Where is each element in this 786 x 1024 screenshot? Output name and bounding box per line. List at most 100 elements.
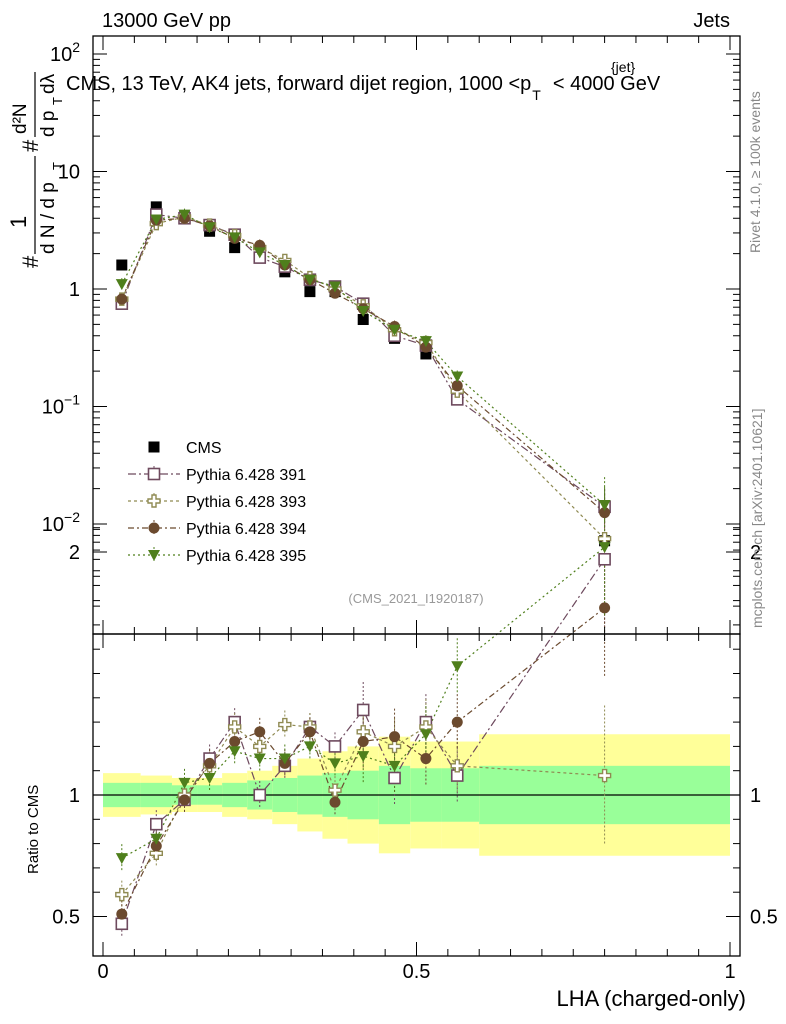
legend-marker — [148, 550, 160, 561]
marker-pythia-6-428-395 — [253, 247, 266, 259]
ratio-marker — [228, 746, 241, 758]
marker-cms — [229, 242, 241, 254]
marker-pythia-6-428-394 — [599, 507, 611, 519]
ratio-marker — [329, 796, 341, 808]
legend-label: Pythia 6.428 395 — [186, 548, 306, 565]
axis-ticks: 0 0.5 1 10−2 10−1 1 10 102 0.5 0.5 1 1 2 2 — [42, 36, 778, 983]
analysis-watermark: (CMS_2021_I1920187) — [348, 591, 483, 606]
ratio-y-tick-label: 1 — [69, 785, 80, 807]
ratio-marker — [116, 908, 128, 920]
ratio-marker — [389, 731, 401, 743]
ratio-marker — [115, 917, 129, 931]
marker-cms — [116, 259, 128, 271]
ratio-y-tick-label-right: 2 — [750, 542, 761, 564]
ratio-marker — [254, 726, 266, 738]
y-tick-label: 10−2 — [42, 509, 80, 536]
marker-pythia-6-428-394 — [329, 287, 341, 299]
y-tick-label: 10 — [58, 162, 80, 184]
ratio-marker — [597, 768, 612, 783]
ratio-marker — [278, 717, 292, 732]
legend: CMS Pythia 6.428 391 Pythia 6.428 393 Pythi… — [128, 440, 306, 565]
ratio-marker — [388, 771, 401, 785]
ratio-marker — [420, 753, 432, 765]
series-line-2 — [121, 216, 606, 540]
ratio-marker — [304, 726, 316, 738]
y-tick-label: 102 — [50, 39, 80, 66]
ratio-marker — [115, 853, 128, 865]
ratio-marker — [149, 846, 163, 861]
ratio-line-3 — [121, 607, 605, 915]
ratio-marker — [598, 542, 611, 554]
series-line-1 — [121, 213, 605, 508]
x-tick-label: 0 — [97, 961, 108, 983]
ratio-marker — [253, 753, 266, 765]
ratio-marker — [356, 725, 370, 739]
x-axis-label: LHA (charged-only) — [556, 986, 746, 1011]
x-tick-label: 0.5 — [403, 961, 431, 983]
ratio-y-tick-label-right: 1 — [750, 785, 761, 807]
x-tick-label: 1 — [724, 961, 735, 983]
marker-pythia-6-428-395 — [303, 274, 316, 286]
svg-text:T: T — [50, 162, 65, 170]
marker-cms — [304, 286, 316, 298]
marker-pythia-6-428-395 — [419, 336, 432, 348]
marker-pythia-6-428-395 — [178, 209, 191, 221]
legend-entry: Pythia 6.428 395 — [128, 547, 306, 565]
legend-label: Pythia 6.428 391 — [186, 467, 306, 484]
ratio-marker — [253, 788, 267, 802]
svg-text:d p: d p — [38, 111, 59, 137]
series-line-4 — [121, 213, 605, 506]
ratio-y-tick-label-right: 0.5 — [750, 907, 778, 929]
ratio-marker — [451, 661, 464, 673]
ratio-y-tick-label: 0.5 — [52, 907, 80, 929]
ratio-marker — [599, 602, 611, 614]
ratio-marker — [419, 729, 432, 741]
marker-pythia-6-428-394 — [451, 380, 463, 392]
marker-pythia-6-428-395 — [115, 279, 128, 291]
marker-pythia-6-428-394 — [420, 341, 432, 353]
ratio-marker — [356, 703, 370, 717]
ratio-marker — [115, 887, 129, 902]
legend-label: CMS — [186, 440, 222, 457]
ratio-marker — [450, 759, 464, 773]
svg-text:#: # — [18, 255, 43, 268]
ratio-marker — [387, 739, 402, 754]
ratio-marker — [178, 777, 191, 789]
svg-text:1: 1 — [6, 216, 31, 228]
ratio-y-axis-label: Ratio to CMS — [25, 785, 42, 874]
ratio-marker — [328, 758, 341, 770]
y-axis-label: # 1 d N / d p T # d²N d p T dλ — [6, 72, 65, 268]
marker-cms — [357, 314, 369, 326]
svg-text:dλ: dλ — [38, 73, 59, 94]
header-left-label: 13000 GeV pp — [102, 10, 231, 32]
ratio-y-tick-label: 2 — [69, 542, 80, 564]
svg-text:d²N: d²N — [10, 103, 31, 134]
y-tick-label: 1 — [69, 279, 80, 301]
marker-cms — [420, 348, 432, 360]
legend-marker — [148, 441, 160, 453]
legend-entry: Pythia 6.428 393 — [128, 493, 306, 511]
ratio-marker — [150, 840, 162, 852]
ratio-marker — [149, 817, 163, 831]
marker-pythia-6-428-395 — [278, 260, 291, 272]
ratio-marker — [179, 794, 191, 806]
y-tick-label: 10−1 — [42, 392, 80, 419]
ratio-marker — [204, 757, 216, 769]
marker-pythia-6-428-394 — [116, 293, 128, 305]
marker-pythia-6-428-395 — [357, 305, 370, 317]
header-right-label: Jets — [693, 10, 730, 32]
ratio-marker — [229, 736, 241, 748]
data-markers — [115, 201, 612, 931]
ratio-marker — [227, 720, 242, 734]
marker-pythia-6-428-395 — [451, 371, 464, 383]
mcplots-label: mcplots.cern.ch [arXiv:2401.10621] — [749, 409, 765, 628]
plot-title: CMS, 13 TeV, AK4 jets, forward dijet reg… — [66, 73, 661, 103]
ratio-marker — [328, 783, 342, 797]
rivet-version-label: Rivet 4.1.0, ≥ 100k events — [747, 91, 763, 253]
upper-panel-frame — [92, 35, 741, 635]
marker-cms — [150, 201, 162, 213]
ratio-marker — [278, 753, 291, 765]
ratio-marker — [328, 740, 342, 753]
legend-entry: Pythia 6.428 394 — [128, 520, 306, 538]
